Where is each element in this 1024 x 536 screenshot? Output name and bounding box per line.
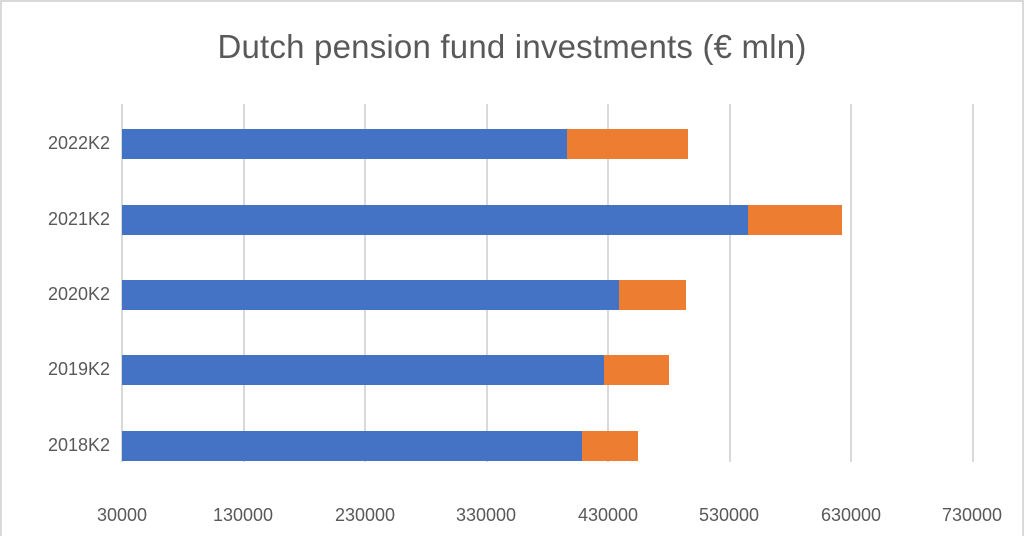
bar-segment-2 — [747, 205, 843, 235]
bar-segment-2 — [582, 431, 639, 461]
bar-segment-2 — [618, 280, 686, 310]
x-tick-label: 30000 — [96, 505, 148, 525]
category-label: 2022K2 — [47, 133, 110, 153]
category-label: 2019K2 — [47, 359, 110, 379]
category-label: 2018K2 — [47, 435, 110, 455]
category-label: 2021K2 — [47, 209, 110, 229]
bar-segment-1 — [122, 280, 619, 310]
gridline — [971, 104, 974, 462]
x-tick-label: 730000 — [941, 505, 1003, 525]
bar-segment-2 — [604, 355, 669, 385]
gridline — [728, 104, 731, 462]
x-tick-label: 230000 — [334, 505, 396, 525]
x-tick-label: 530000 — [698, 505, 760, 525]
gridline — [850, 104, 852, 462]
bar-segment-1 — [122, 129, 567, 159]
x-tick-label: 330000 — [455, 505, 517, 525]
chart-title: Dutch pension fund investments (€ mln) — [217, 28, 807, 65]
x-tick-label: 430000 — [577, 505, 639, 525]
category-label: 2020K2 — [47, 284, 110, 304]
bar-segment-1 — [122, 431, 583, 461]
bar-segment-1 — [122, 355, 605, 385]
bar-segment-1 — [122, 205, 748, 235]
x-tick-label: 630000 — [820, 505, 882, 525]
bar-segment-2 — [566, 129, 689, 159]
x-tick-label: 130000 — [212, 505, 274, 525]
